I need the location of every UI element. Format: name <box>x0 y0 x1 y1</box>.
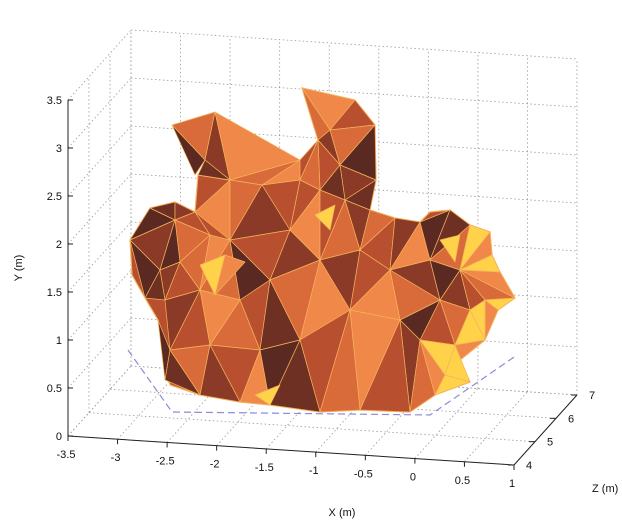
z-tick-label: 7 <box>589 390 595 402</box>
mesh-face <box>434 374 471 396</box>
back-grid-line <box>130 29 578 60</box>
mesh-face <box>359 319 411 413</box>
mesh-face <box>239 349 271 406</box>
back-grid-line <box>130 125 578 156</box>
y-tick-label: 2.5 <box>47 191 62 203</box>
x-tick-label: 1 <box>509 478 515 490</box>
mesh-face <box>164 349 201 396</box>
floor-grid-line <box>88 412 536 443</box>
y-tick-label: 3.5 <box>47 95 62 107</box>
side-grid-line <box>67 173 132 245</box>
x-tick-label: -3.5 <box>57 449 76 461</box>
x-tick-label: -3 <box>111 452 121 464</box>
x-axis-line <box>67 435 515 466</box>
mesh-face <box>214 254 246 296</box>
back-grid-line <box>130 173 578 204</box>
floor-grid-line <box>464 391 528 463</box>
side-grid-line <box>67 221 132 293</box>
y-tick-label: 3 <box>56 143 62 155</box>
z-axis-label: Z (m) <box>592 483 618 495</box>
mesh-face <box>171 124 206 176</box>
y-tick-label: 0.5 <box>47 383 62 395</box>
mesh-face <box>144 269 166 301</box>
mesh-surface <box>129 87 516 413</box>
mesh-face <box>439 234 461 263</box>
mesh-face <box>319 309 361 413</box>
x-tick-label: -2 <box>210 459 220 471</box>
mesh-face <box>199 344 241 403</box>
x-axis-label: X (m) <box>329 507 356 519</box>
footprint-line <box>127 349 518 416</box>
z-tick-label: 6 <box>568 413 574 425</box>
y-tick-label: 1 <box>56 335 62 347</box>
back-grid-line <box>130 317 578 348</box>
side-grid-line <box>67 269 132 341</box>
mesh-face <box>409 339 436 413</box>
back-grid-line <box>130 77 578 108</box>
footprint-outline <box>127 349 518 416</box>
x-tick-label: -2.5 <box>156 455 175 467</box>
side-grid-line <box>67 125 132 197</box>
side-grid-line <box>67 365 132 437</box>
y-tick-label: 1.5 <box>47 287 62 299</box>
x-tick-label: -0.5 <box>354 468 373 480</box>
tick-labels: -3.5 -3 -2.5 -2 -1.5 -1 -0.5 0 0.5 1 0 0.5 1 1.5 2 2.5 3… <box>47 95 595 490</box>
z-tick-label: 5 <box>547 437 553 449</box>
x-tick-label: 0 <box>410 472 416 484</box>
z-tick-label: 4 <box>526 460 532 472</box>
back-grid-line <box>130 221 578 252</box>
back-grid-line <box>130 365 578 396</box>
y-axis-label: Y (m) <box>13 255 25 282</box>
mesh-face <box>314 204 336 231</box>
x-tick-label: -1.5 <box>255 462 274 474</box>
side-grid-line <box>67 29 132 101</box>
x-tick-label: 0.5 <box>455 475 470 487</box>
side-grid-line <box>67 77 132 149</box>
mesh-face <box>269 339 321 413</box>
mesh-face <box>254 384 281 406</box>
axis-labels: X (m) Y (m) Z (m) <box>13 255 618 519</box>
y-tick-label: 0 <box>56 431 62 443</box>
axes <box>67 99 578 470</box>
mesh-face <box>319 189 346 261</box>
mesh-face <box>197 159 231 181</box>
floor-grid-line <box>109 388 557 419</box>
x-tick-label: -1 <box>309 465 319 477</box>
y-tick-label: 2 <box>56 239 62 251</box>
z-axis-line <box>513 394 578 466</box>
side-grid-line <box>67 317 132 389</box>
